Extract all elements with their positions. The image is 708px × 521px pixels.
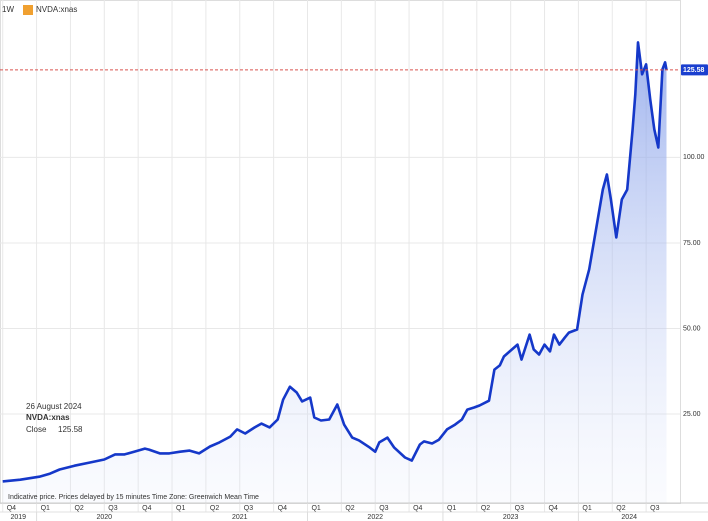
- x-tick-label: Q3: [650, 505, 659, 512]
- y-tick-label: 25.00: [683, 411, 701, 418]
- x-tick-label: Q1: [582, 505, 591, 512]
- plot: [0, 41, 680, 504]
- y-tick-label: 75.00: [683, 240, 701, 247]
- year-label: 2020: [97, 514, 113, 521]
- x-tick-label: Q2: [616, 505, 625, 512]
- y-tick-label: 50.00: [683, 325, 701, 332]
- x-tick-label: Q2: [345, 505, 354, 512]
- year-label: 2024: [621, 514, 637, 521]
- tooltip-field: Close: [26, 425, 47, 434]
- x-tick-label: Q1: [176, 505, 185, 512]
- x-tick-label: Q3: [244, 505, 253, 512]
- tooltip-symbol: NVDA:xnas: [26, 413, 70, 422]
- axes: Q4 Q1 Q2 Q3 Q4 Q1 Q2 Q3 Q4 Q1 Q2 Q3 Q4 Q1 Q2 Q3 Q4 Q1 Q2 Q3…: [0, 64, 708, 521]
- year-label: 2022: [367, 514, 383, 521]
- x-tick-label: Q4: [7, 505, 16, 512]
- tooltip-value: 125.58: [58, 425, 83, 434]
- area: [2, 42, 667, 504]
- last-price-label: 125.58: [683, 67, 705, 74]
- x-tick-label: Q1: [41, 505, 50, 512]
- x-tick-label: Q2: [481, 505, 490, 512]
- last-price-box: [681, 64, 708, 76]
- x-tick-label: Q3: [379, 505, 388, 512]
- x-tick-label: Q4: [413, 505, 422, 512]
- x-tick-label: Q3: [515, 505, 524, 512]
- tooltip-date: 26 August 2024: [26, 402, 82, 411]
- y-tick-label: 100.00: [683, 154, 705, 161]
- x-tick-label: Q4: [142, 505, 151, 512]
- x-tick-label: Q1: [311, 505, 320, 512]
- x-tick-label: Q1: [447, 505, 456, 512]
- x-tick-label: Q2: [210, 505, 219, 512]
- interval: 1W: [2, 5, 14, 14]
- x-tick-label: Q3: [108, 505, 117, 512]
- year-label: 2021: [232, 514, 248, 521]
- legend-entry: NVDA:xnas: [36, 5, 77, 14]
- x-tick-label: Q4: [278, 505, 287, 512]
- line: [2, 41, 668, 483]
- year-label: 2023: [503, 514, 519, 521]
- footnote: Indicative price. Prices delayed by 15 m…: [8, 494, 259, 501]
- x-tick-label: Q2: [74, 505, 83, 512]
- symbol-icon: [23, 5, 33, 15]
- year-label: 2019: [10, 514, 26, 521]
- x-tick-label: Q4: [549, 505, 558, 512]
